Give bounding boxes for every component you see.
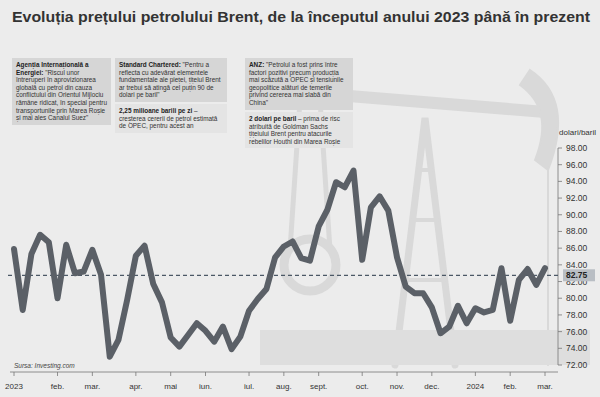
pumpjack-braces (405, 170, 445, 280)
x-tick (249, 372, 250, 376)
annotation-box: ANZ: "Petrolul a fost prins între factor… (245, 58, 353, 110)
y-tick (558, 248, 562, 249)
y-tick (558, 298, 562, 299)
y-tick (558, 281, 562, 282)
reference-line (8, 275, 558, 276)
x-tick-label: iun. (199, 382, 212, 391)
x-tick-label: sept. (310, 382, 327, 391)
x-tick (545, 372, 546, 376)
x-tick (475, 372, 476, 376)
y-tick-label: 92.00 (566, 193, 588, 203)
annotation-text: "Petrolul a fost prins între factori poz… (249, 61, 343, 106)
y-axis-label: dolari/baril (559, 128, 596, 137)
y-tick (558, 231, 562, 232)
annotation-box: Agenția Internațională a Energiei: "Risc… (12, 58, 111, 125)
y-tick (558, 264, 562, 265)
x-tick (318, 372, 319, 376)
annotation-heading: 2 dolari pe baril (249, 115, 296, 122)
y-tick (558, 181, 562, 182)
y-tick (558, 148, 562, 149)
annotation-box: Standard Chartered: "Pentru a reflecta c… (115, 58, 227, 102)
x-tick-label: oct. (356, 382, 369, 391)
pumpjack-crank (284, 239, 336, 291)
x-tick-label: apr. (129, 382, 142, 391)
y-tick (558, 314, 562, 315)
x-tick-label: aug. (276, 382, 292, 391)
y-tick (558, 214, 562, 215)
x-tick (57, 372, 58, 376)
x-tick (170, 372, 171, 376)
y-tick (558, 365, 562, 366)
x-tick (362, 372, 363, 376)
annotation-heading: ANZ: (249, 61, 264, 68)
y-tick (558, 164, 562, 165)
x-tick (431, 372, 432, 376)
pumpjack-head (520, 70, 558, 170)
x-tick-label: 2023 (5, 382, 23, 391)
stage: Evoluția prețului petrolului Brent, de l… (0, 0, 600, 397)
x-tick-label: feb. (51, 382, 64, 391)
x-tick-label: dec. (424, 382, 439, 391)
y-tick-label: 96.00 (566, 160, 588, 170)
y-tick-label: 74.00 (566, 343, 588, 353)
y-tick-label: 76.00 (566, 327, 588, 337)
x-tick-label: iul. (244, 382, 254, 391)
y-tick-label: 90.00 (566, 210, 588, 220)
y-tick-label: 80.00 (566, 293, 588, 303)
annotation-heading: Standard Chartered: (119, 61, 181, 68)
y-axis-line (558, 148, 559, 365)
x-tick (205, 372, 206, 376)
x-tick (92, 372, 93, 376)
title: Evoluția prețului petrolului Brent, de l… (12, 8, 590, 25)
x-tick (135, 372, 136, 376)
y-tick-label: 86.00 (566, 243, 588, 253)
x-tick (283, 372, 284, 376)
annotation-box: 2 dolari pe baril – prima de risc atribu… (245, 112, 353, 148)
x-tick-label: feb. (504, 382, 517, 391)
reference-label: 82.75 (566, 270, 588, 280)
price-line (14, 171, 545, 357)
y-tick-label: 78.00 (566, 310, 588, 320)
y-tick-label: 72.00 (566, 360, 588, 370)
y-tick-label: 84.00 (566, 260, 588, 270)
x-tick (14, 372, 15, 376)
source: Sursa: Investing.com (14, 362, 75, 370)
y-tick (558, 348, 562, 349)
x-tick-label: mar. (537, 382, 553, 391)
y-tick (558, 198, 562, 199)
x-tick-label: mar. (85, 382, 101, 391)
x-tick-label: nov. (390, 382, 405, 391)
x-tick-label: mai (164, 382, 177, 391)
pumpjack-base (260, 330, 590, 365)
y-tick-label: 98.00 (566, 143, 588, 153)
x-tick (510, 372, 511, 376)
y-tick-label: 88.00 (566, 226, 588, 236)
annotation-box: 2,25 milioane barili pe zi – creșterea c… (115, 104, 227, 133)
reference-label-bg (563, 269, 595, 281)
y-tick (558, 331, 562, 332)
plot-area (8, 171, 558, 357)
annotation-text: "Riscul unor întreruperi în aprovizionar… (16, 69, 107, 122)
x-tick (397, 372, 398, 376)
y-tick-label: 94.00 (566, 176, 588, 186)
x-tick-label: 2024 (466, 382, 484, 391)
annotation-heading: 2,25 milioane barili pe zi (119, 107, 192, 114)
